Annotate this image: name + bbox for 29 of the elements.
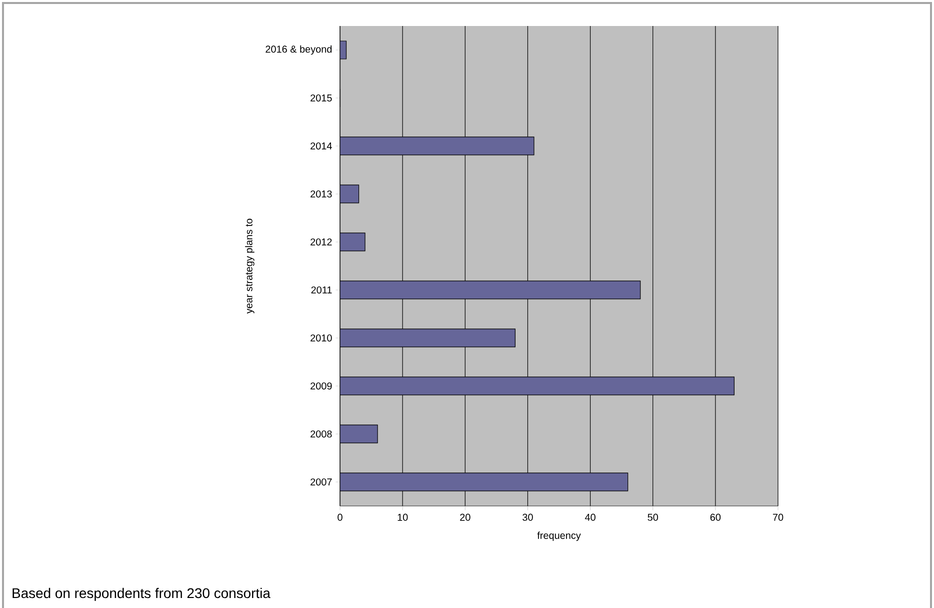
y-tick-label: 2016 & beyond	[266, 45, 332, 55]
y-tick-label: 2011	[311, 286, 332, 294]
x-tick-label: 0	[338, 514, 342, 521]
x-axis-title: frequency	[537, 532, 581, 541]
bar	[340, 232, 366, 252]
y-tick-label: 2008	[310, 430, 332, 438]
bar	[340, 280, 641, 300]
x-tick-label: 70	[772, 514, 784, 521]
x-tick-label: 30	[522, 514, 533, 521]
x-tick-label: 20	[460, 514, 470, 521]
y-axis-title: year strategy plans to	[245, 218, 254, 314]
text: Based on respondents from 230 consortia	[12, 588, 270, 601]
bar	[340, 136, 534, 156]
x-tick-label: 10	[398, 514, 408, 521]
bar	[340, 472, 628, 492]
bar	[340, 184, 360, 204]
y-tick-label: 2010	[310, 334, 332, 342]
bar	[340, 376, 735, 396]
x-tick-label: 60	[710, 514, 721, 521]
y-tick-label: 2009	[310, 382, 332, 390]
y-tick-label: 2015	[310, 94, 332, 102]
y-tick-label: 2013	[310, 190, 332, 198]
y-tick-label: 2014	[310, 142, 332, 150]
y-tick-label: 2012	[310, 238, 332, 246]
y-tick-label: 2007	[310, 478, 332, 486]
bar	[340, 328, 516, 348]
x-tick-label: 40	[584, 514, 596, 521]
bar	[340, 424, 378, 444]
x-tick-label: 50	[648, 514, 658, 521]
